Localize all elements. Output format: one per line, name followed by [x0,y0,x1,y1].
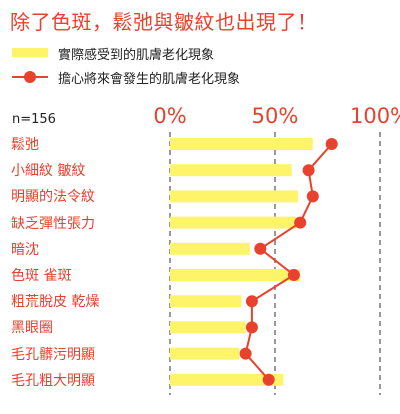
x-tick-label: 100% [349,104,400,128]
bar [170,242,250,255]
bar [170,373,284,386]
category-label: 毛孔髒污明顯 [11,346,95,363]
bar [170,321,246,334]
bar [170,164,292,177]
line-point [245,321,258,334]
line-point [239,347,252,360]
line-point [294,216,307,229]
chart-title: 除了色斑，鬆弛與皺紋也出現了！ [10,10,318,34]
series-line [244,143,333,381]
legend-line-label: 擔心將來會發生的肌膚老化現象 [58,72,241,87]
bar [170,190,299,203]
category-label: 毛孔粗大明顯 [11,372,95,389]
line-point [245,295,258,308]
bar [170,295,242,308]
category-label: 色斑 雀斑 [11,268,72,284]
category-label: 暗沈 [11,241,39,258]
legend-bar-label: 實際感受到的肌膚老化現象 [58,48,215,63]
bar [170,347,240,360]
line-point [302,164,315,177]
legend-bar-swatch [12,48,48,57]
x-tick-label: 50% [251,104,299,128]
line-point [254,242,267,255]
bar [170,216,296,229]
category-label: 明顯的法令紋 [11,189,95,206]
line-point [325,138,338,150]
legend-dot-marker [24,71,36,83]
category-label: 黑眼圈 [11,320,53,337]
sample-size-label: n=156 [12,112,56,127]
bar [170,138,313,150]
line-point [306,190,319,203]
x-tick-label: 0% [153,104,187,128]
line-point [262,373,275,386]
category-label: 鬆弛 [11,137,39,153]
category-label: 粗荒脫皮 乾燥 [11,294,100,311]
line-point [287,269,300,281]
category-label: 缺乏彈性張力 [11,215,95,232]
bar [170,269,301,281]
category-label: 小細紋 皺紋 [11,163,86,180]
